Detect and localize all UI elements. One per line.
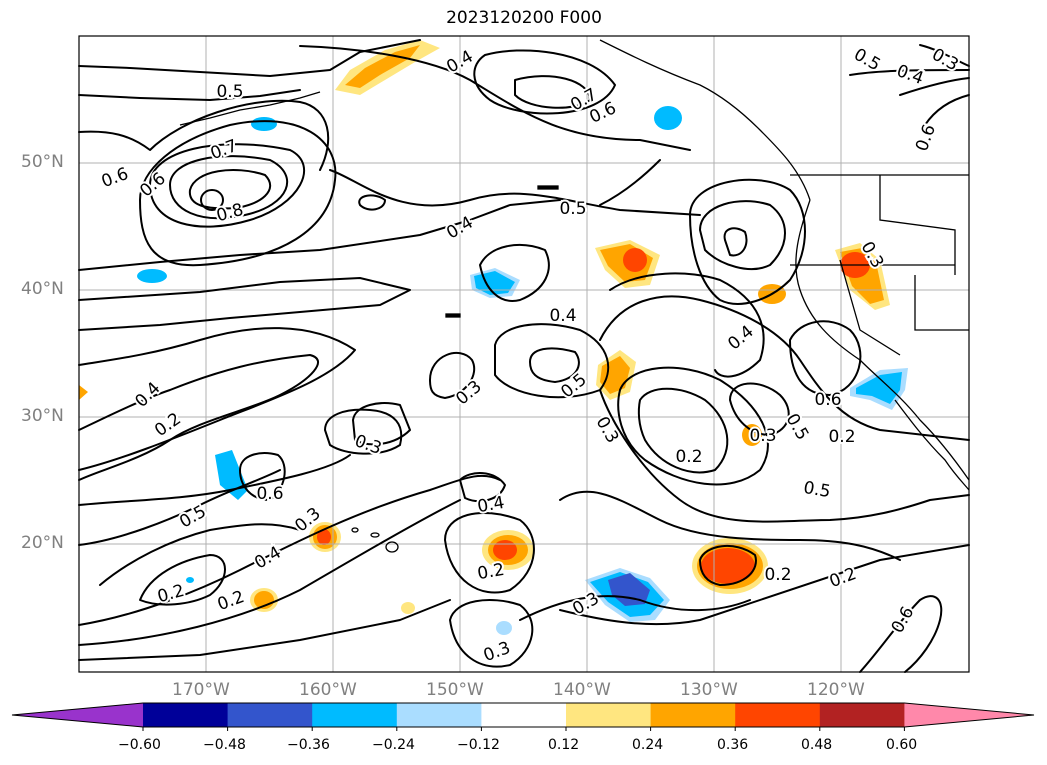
contour-label: 0.6 (256, 484, 283, 504)
cool-anomaly-41n-174w (137, 269, 167, 283)
colorbar-tick-label: −0.24 (372, 737, 415, 753)
colorbar-tick-label: 0.36 (717, 737, 749, 753)
contour-label: 0.4 (549, 306, 576, 326)
colorbar-extend-low (12, 703, 143, 727)
cool-anomaly-55n-171w (251, 117, 277, 131)
lon-label-140w: 140°W (553, 680, 611, 700)
colorbar-tick-label: 0.60 (886, 737, 918, 753)
lon-label-130w: 130°W (680, 680, 738, 700)
hawaii-2 (370, 532, 380, 538)
state-border-3 (839, 259, 901, 356)
contour-lines (78, 39, 970, 673)
warm-anomaly-14n-155w (401, 602, 415, 614)
colorbar-segment (312, 703, 398, 727)
map-frame (79, 36, 969, 672)
colorbar-segment (735, 703, 821, 727)
baja-california (894, 399, 970, 491)
warm-anomaly-42n-137w-core (623, 248, 647, 272)
state-border-4 (914, 275, 969, 331)
lat-label-40n: 40°N (21, 279, 64, 299)
colorbar-segment (481, 703, 567, 727)
colorbar-tick-label: 0.48 (801, 737, 833, 753)
contour-label: 0.5 (559, 199, 586, 219)
lat-label-30n: 30°N (21, 406, 64, 426)
lat-label-20n: 20°N (21, 533, 64, 553)
warm-anomaly-alaska-core (345, 45, 420, 88)
lon-label-160w: 160°W (299, 680, 357, 700)
hawaii-1 (351, 527, 359, 533)
map-border (78, 35, 970, 673)
north-america-coast (795, 199, 970, 481)
colorbar (11, 702, 1035, 731)
colorbar-segment (819, 703, 905, 727)
warm-anomaly-west-edge (79, 385, 88, 400)
warm-anomaly-18n-129w-core (701, 548, 755, 584)
contour-label: 0.3 (749, 426, 776, 446)
cool-anomaly-17n-137w-core (608, 573, 650, 606)
small-island (445, 313, 461, 318)
aleutian-chain (179, 91, 321, 126)
state-border-2 (879, 175, 956, 275)
warm-anomaly-19n-147w-core (493, 540, 517, 560)
lon-label-170w: 170°W (172, 680, 230, 700)
colorbar-tick-label: 0.12 (548, 737, 580, 753)
map-title: 2023120200 F000 (446, 8, 602, 28)
hawaii-3 (385, 541, 399, 553)
colorbar-tick-label: −0.48 (203, 737, 246, 753)
warm-anomaly-21n-160w-core (317, 529, 331, 545)
lat-label-50n: 50°N (21, 152, 64, 172)
cool-anomaly-17n-169w (186, 577, 194, 583)
cool-anomaly-12n-146w (496, 621, 512, 635)
contour-label: 0.2 (675, 447, 702, 467)
colorbar-tick-label: −0.12 (457, 737, 500, 753)
lon-label-150w: 150°W (426, 680, 484, 700)
alaska-coast (599, 39, 811, 201)
gulf-island (537, 185, 559, 190)
colorbar-segment (650, 703, 736, 727)
contour-label: 0.2 (828, 427, 855, 447)
colorbar-segment (566, 703, 652, 727)
colorbar-tick-label: 0.24 (632, 737, 664, 753)
lon-label-120w: 120°W (807, 680, 865, 700)
cool-anomaly-54n-132w (654, 106, 682, 130)
colorbar-segment (396, 703, 482, 727)
warm-anomaly-29n-127w (742, 424, 762, 446)
contour-label: 0.2 (764, 565, 791, 585)
colorbar-tick-label: −0.60 (118, 737, 161, 753)
cool-anomaly-32n-118w-core (856, 372, 902, 404)
colorbar-segment (227, 703, 313, 727)
colorbar-extend-high (904, 703, 1034, 727)
colorbar-tick-label: −0.36 (287, 737, 330, 753)
contour-label: 0.5 (216, 82, 243, 102)
coastlines (179, 39, 970, 553)
colorbar-segment (143, 703, 229, 727)
contour-label: 0.6 (814, 390, 841, 410)
